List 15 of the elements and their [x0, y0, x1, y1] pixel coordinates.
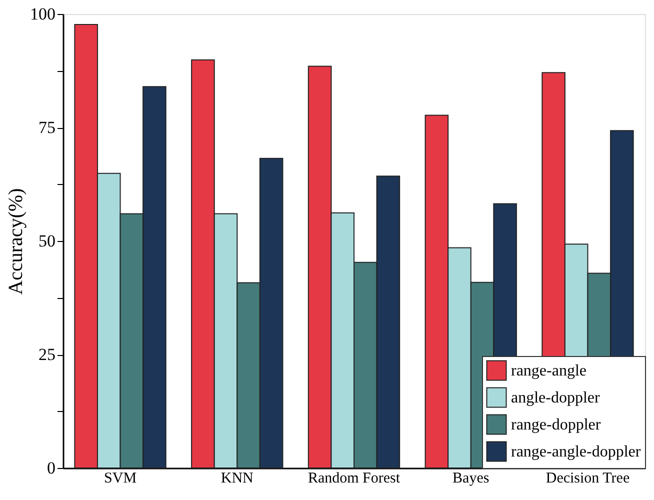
- x-tick-label: SVM: [104, 470, 137, 486]
- legend-label: angle-doppler: [511, 390, 601, 406]
- y-axis-title: Accuracy(%): [5, 188, 27, 295]
- x-tick-label: Bayes: [452, 470, 490, 486]
- y-tick-label: 50: [38, 232, 56, 250]
- y-tick-label: 75: [38, 118, 56, 137]
- y-tick-label: 0: [47, 458, 56, 478]
- x-tick-label: KNN: [220, 470, 254, 486]
- y-tick-label: 25: [38, 345, 56, 364]
- legend-label: range-angle-doppler: [511, 444, 642, 460]
- x-tick-label: Random Forest: [308, 470, 401, 486]
- x-tick-label: Decision Tree: [546, 470, 630, 486]
- legend-label: range-angle: [511, 362, 587, 380]
- legend-label: range-doppler: [511, 416, 602, 434]
- y-tick-label: 100: [30, 4, 56, 24]
